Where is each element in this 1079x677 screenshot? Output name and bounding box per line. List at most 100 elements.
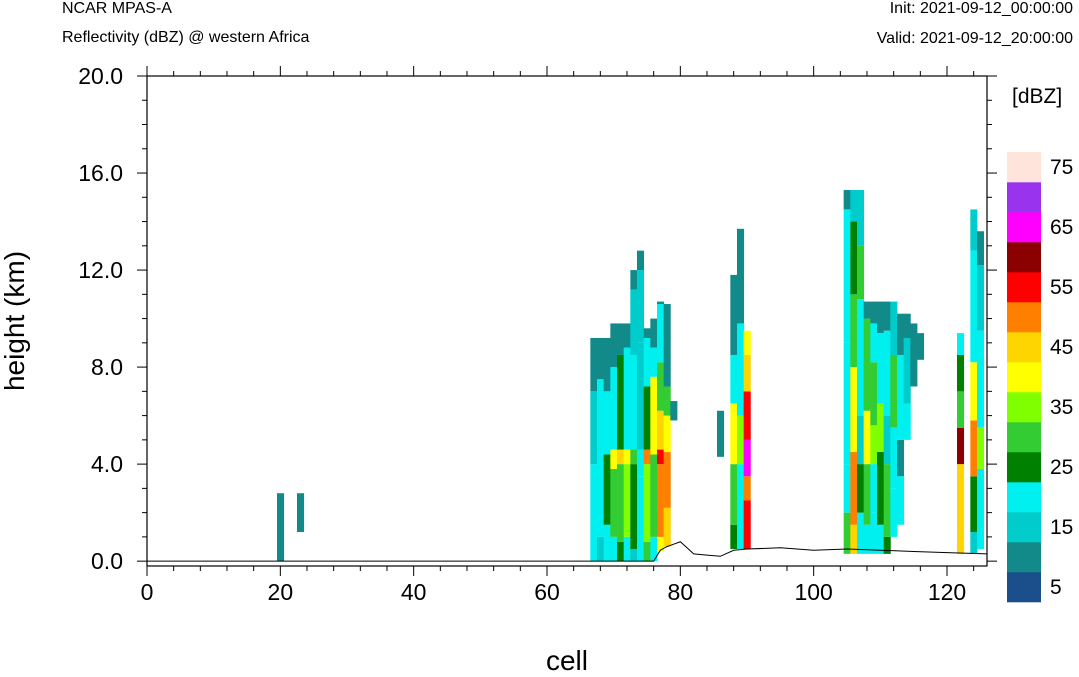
reflectivity-cell bbox=[843, 342, 851, 465]
colorbar-swatch bbox=[1007, 452, 1041, 483]
colorbar-swatch bbox=[1007, 212, 1041, 243]
colorbar-swatch bbox=[1007, 422, 1041, 453]
reflectivity-cell bbox=[663, 451, 671, 508]
reflectivity-cell bbox=[857, 245, 865, 300]
reflectivity-cell bbox=[603, 524, 611, 562]
reflectivity-cell bbox=[883, 536, 891, 554]
reflectivity-cell bbox=[663, 386, 671, 416]
reflectivity-cell bbox=[883, 415, 891, 465]
reflectivity-cell bbox=[623, 464, 631, 537]
reflectivity-cell bbox=[877, 451, 885, 525]
colorbar-label: 25 bbox=[1050, 456, 1073, 479]
reflectivity-cell bbox=[663, 507, 671, 547]
reflectivity-cell bbox=[890, 488, 898, 537]
reflectivity-cell bbox=[897, 439, 905, 477]
reflectivity-cell bbox=[863, 301, 871, 319]
colorbar-swatch bbox=[1007, 332, 1041, 363]
reflectivity-cell bbox=[857, 464, 865, 513]
reflectivity-cells bbox=[277, 190, 985, 562]
reflectivity-cell bbox=[650, 347, 658, 377]
reflectivity-cell bbox=[970, 209, 978, 251]
reflectivity-cell bbox=[883, 301, 891, 331]
reflectivity-cell bbox=[890, 301, 898, 355]
reflectivity-cell bbox=[870, 464, 878, 513]
reflectivity-cell bbox=[957, 391, 965, 428]
reflectivity-cell bbox=[857, 190, 865, 246]
colorbar-label: 55 bbox=[1050, 276, 1073, 299]
reflectivity-cell bbox=[603, 454, 611, 525]
reflectivity-cell bbox=[737, 323, 745, 416]
reflectivity-cell bbox=[597, 536, 605, 562]
reflectivity-cell bbox=[737, 464, 745, 550]
x-tick-label: 60 bbox=[534, 579, 560, 605]
reflectivity-cell bbox=[957, 464, 965, 554]
reflectivity-cell bbox=[883, 464, 891, 537]
colorbar-unit: [dBZ] bbox=[1012, 85, 1062, 108]
reflectivity-cell bbox=[630, 449, 638, 465]
colorbar bbox=[1007, 152, 1041, 603]
reflectivity-cell bbox=[657, 410, 665, 450]
reflectivity-cell bbox=[610, 367, 618, 450]
reflectivity-cell bbox=[603, 391, 611, 455]
reflectivity-cell bbox=[597, 337, 605, 380]
reflectivity-cell bbox=[643, 386, 651, 450]
x-tick-label: 120 bbox=[928, 579, 966, 605]
reflectivity-cell bbox=[903, 403, 911, 440]
reflectivity-cell bbox=[850, 524, 858, 554]
reflectivity-cell bbox=[843, 464, 851, 513]
reflectivity-cell bbox=[850, 451, 858, 525]
reflectivity-cell bbox=[890, 427, 898, 489]
reflectivity-cell bbox=[657, 536, 665, 552]
x-tick-label: 80 bbox=[668, 579, 694, 605]
reflectivity-cell bbox=[957, 427, 965, 465]
colorbar-swatch bbox=[1007, 482, 1041, 513]
reflectivity-cell bbox=[863, 464, 871, 525]
reflectivity-cell bbox=[650, 454, 658, 537]
reflectivity-cell bbox=[977, 231, 985, 266]
init-time: Init: 2021-09-12_00:00:00 bbox=[889, 0, 1073, 17]
y-tick-label: 4.0 bbox=[91, 451, 123, 477]
y-tick-label: 8.0 bbox=[91, 354, 123, 380]
reflectivity-cell bbox=[610, 468, 618, 537]
reflectivity-cell bbox=[590, 391, 598, 465]
terrain-line bbox=[147, 541, 988, 562]
reflectivity-cell bbox=[970, 362, 978, 421]
reflectivity-cell bbox=[743, 439, 751, 477]
reflectivity-cell bbox=[850, 294, 858, 368]
colorbar-label: 65 bbox=[1050, 216, 1073, 239]
reflectivity-cell bbox=[590, 464, 598, 550]
reflectivity-cell bbox=[617, 464, 625, 542]
reflectivity-cell bbox=[730, 354, 738, 404]
reflectivity-cell bbox=[903, 337, 911, 404]
reflectivity-cell bbox=[917, 333, 925, 360]
reflectivity-cell bbox=[670, 401, 678, 421]
reflectivity-cell bbox=[643, 464, 651, 542]
reflectivity-cell bbox=[617, 449, 625, 465]
reflectivity-cell bbox=[623, 347, 631, 450]
reflectivity-cell bbox=[630, 270, 638, 290]
x-tick-labels: 0 20 40 60 80 100 120 bbox=[141, 579, 967, 605]
reflectivity-cell bbox=[663, 415, 671, 452]
colorbar-swatch bbox=[1007, 572, 1041, 603]
reflectivity-cell bbox=[663, 304, 671, 387]
reflectivity-cell bbox=[657, 362, 665, 411]
field-title: Reflectivity (dBZ) @ western Africa bbox=[62, 29, 310, 46]
reflectivity-cell bbox=[737, 415, 745, 465]
y-tick-label: 0.0 bbox=[91, 548, 123, 574]
reflectivity-cell bbox=[877, 333, 885, 404]
valid-time: Valid: 2021-09-12_20:00:00 bbox=[876, 30, 1073, 47]
reflectivity-cell bbox=[743, 391, 751, 440]
reflectivity-cell bbox=[857, 512, 865, 554]
reflectivity-cell bbox=[657, 301, 665, 305]
reflectivity-cell bbox=[637, 270, 645, 343]
reflectivity-cell bbox=[617, 354, 625, 450]
y-tick-label: 12.0 bbox=[78, 257, 123, 283]
reflectivity-cell bbox=[637, 250, 645, 271]
reflectivity-cell bbox=[863, 524, 871, 554]
reflectivity-cell bbox=[977, 265, 985, 331]
colorbar-swatch bbox=[1007, 512, 1041, 543]
reflectivity-cell bbox=[637, 342, 645, 450]
reflectivity-cell bbox=[897, 313, 905, 355]
reflectivity-cell bbox=[743, 354, 751, 392]
